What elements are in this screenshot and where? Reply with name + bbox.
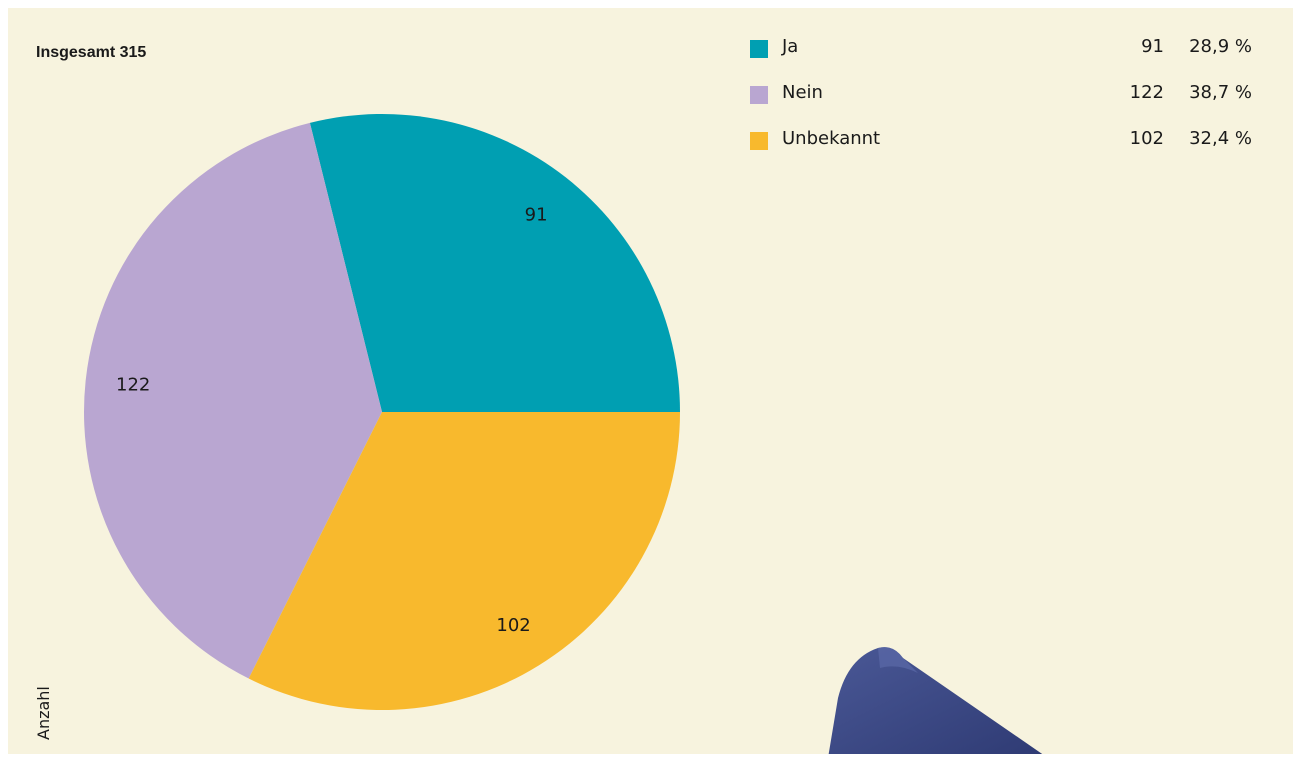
slice-label-ja: 91 — [525, 205, 548, 226]
pie-labels: 91 122 102 — [116, 205, 548, 636]
legend-swatch-nein — [750, 86, 768, 104]
legend: Ja 91 28,9 % Nein 122 38,7 % Unbekannt 1… — [750, 36, 1270, 174]
legend-swatch-ja — [750, 40, 768, 58]
legend-count: 102 — [1129, 128, 1164, 149]
legend-item-ja: Ja 91 28,9 % — [750, 36, 1270, 82]
legend-count: 91 — [1141, 36, 1164, 57]
legend-count: 122 — [1129, 82, 1164, 103]
legend-item-unbekannt: Unbekannt 102 32,4 % — [750, 128, 1270, 174]
pie-slice-unbekannt — [248, 412, 680, 710]
pie-slice-ja — [309, 114, 680, 412]
legend-label: Nein — [782, 82, 823, 103]
eraser-highlight — [878, 647, 918, 673]
slice-label-unbekannt: 102 — [496, 615, 530, 636]
legend-swatch-unbekannt — [750, 132, 768, 150]
pie-slices — [83, 114, 680, 710]
eraser-photo — [828, 647, 1043, 754]
slice-label-nein: 122 — [116, 375, 150, 396]
chart-panel: Insgesamt 315 Anzahl 91 122 102 Ja 91 28,9… — [8, 8, 1293, 754]
legend-percent: 28,9 % — [1189, 36, 1252, 57]
eraser-shape — [828, 647, 1043, 754]
legend-label: Ja — [782, 36, 799, 57]
pie-chart: 91 122 102 — [83, 114, 680, 710]
total-label: Insgesamt 315 — [36, 44, 147, 61]
legend-percent: 32,4 % — [1189, 128, 1252, 149]
legend-percent: 38,7 % — [1189, 82, 1252, 103]
pie-slice-nein — [83, 122, 382, 679]
legend-label: Unbekannt — [782, 128, 881, 149]
legend-item-nein: Nein 122 38,7 % — [750, 82, 1270, 128]
